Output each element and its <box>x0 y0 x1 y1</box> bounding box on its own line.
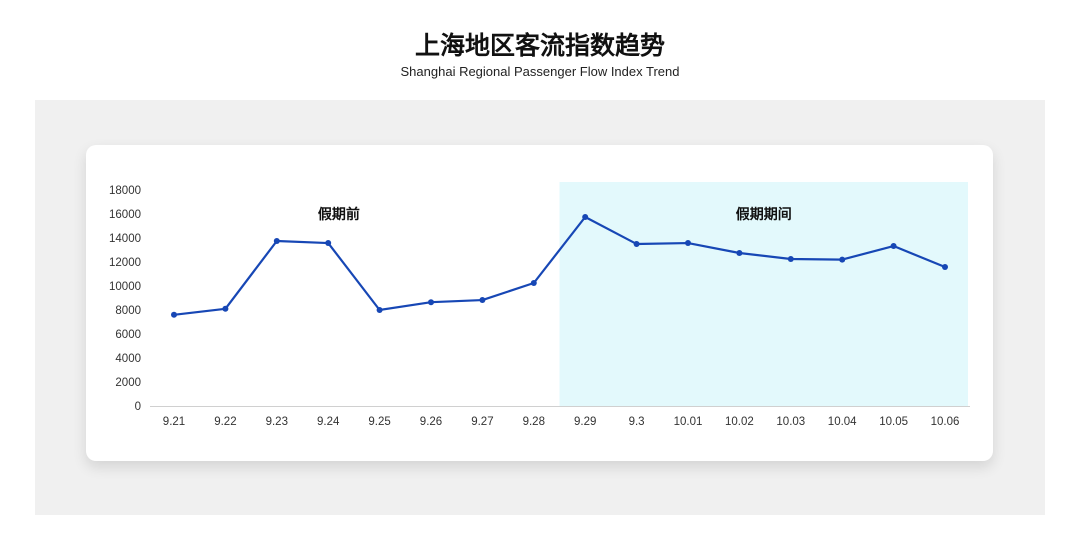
x-tick-label: 10.05 <box>879 416 908 428</box>
series-line <box>173 215 946 316</box>
y-tick-label: 18000 <box>109 185 141 197</box>
data-point <box>273 238 280 244</box>
region-label: 假期前 <box>318 206 360 223</box>
y-tick-label: 4000 <box>115 353 141 365</box>
x-tick-label: 9.28 <box>523 416 545 428</box>
page-subtitle: Shanghai Regional Passenger Flow Index T… <box>400 64 680 79</box>
y-tick-label: 14000 <box>109 233 141 245</box>
y-tick-label: 6000 <box>115 329 141 341</box>
data-point <box>633 241 640 247</box>
data-point <box>222 305 229 312</box>
data-point <box>890 243 897 250</box>
data-point <box>839 256 846 263</box>
page-title: 上海地区客流指数趋势 <box>414 31 665 60</box>
x-tick-label: 9.27 <box>471 416 493 428</box>
y-tick-label: 16000 <box>109 209 141 221</box>
data-point <box>530 280 537 286</box>
x-tick-label: 10.06 <box>931 416 960 428</box>
x-tick-label: 9.23 <box>266 416 288 428</box>
y-tick-label: 12000 <box>109 257 141 269</box>
data-point <box>685 240 691 247</box>
x-tick-label: 10.04 <box>828 416 857 428</box>
x-tick-label: 9.26 <box>420 416 442 428</box>
data-point <box>479 297 486 304</box>
data-point <box>942 264 948 271</box>
y-tick-label: 8000 <box>115 305 141 317</box>
region-label: 假期期间 <box>736 206 792 223</box>
x-tick-label: 9.3 <box>629 416 645 428</box>
region-1 <box>559 182 968 406</box>
data-point <box>736 250 743 256</box>
data-point <box>171 311 177 318</box>
data-point <box>428 299 434 306</box>
data-point <box>376 307 383 313</box>
x-tick-label: 9.21 <box>163 416 185 428</box>
data-point <box>325 240 332 247</box>
data-point <box>787 256 794 262</box>
region-0 <box>150 182 560 406</box>
x-tick-label: 10.03 <box>776 416 805 428</box>
x-tick-label: 9.29 <box>574 416 596 428</box>
x-tick-label: 10.01 <box>674 416 703 428</box>
y-tick-label: 2000 <box>115 377 141 389</box>
x-tick-label: 9.22 <box>214 416 236 428</box>
y-tick-label: 10000 <box>109 281 141 293</box>
x-tick-label: 10.02 <box>725 416 754 428</box>
x-tick-label: 9.24 <box>317 416 340 428</box>
data-point <box>582 214 589 220</box>
x-tick-label: 9.25 <box>368 416 390 428</box>
y-tick-label: 0 <box>135 401 141 413</box>
